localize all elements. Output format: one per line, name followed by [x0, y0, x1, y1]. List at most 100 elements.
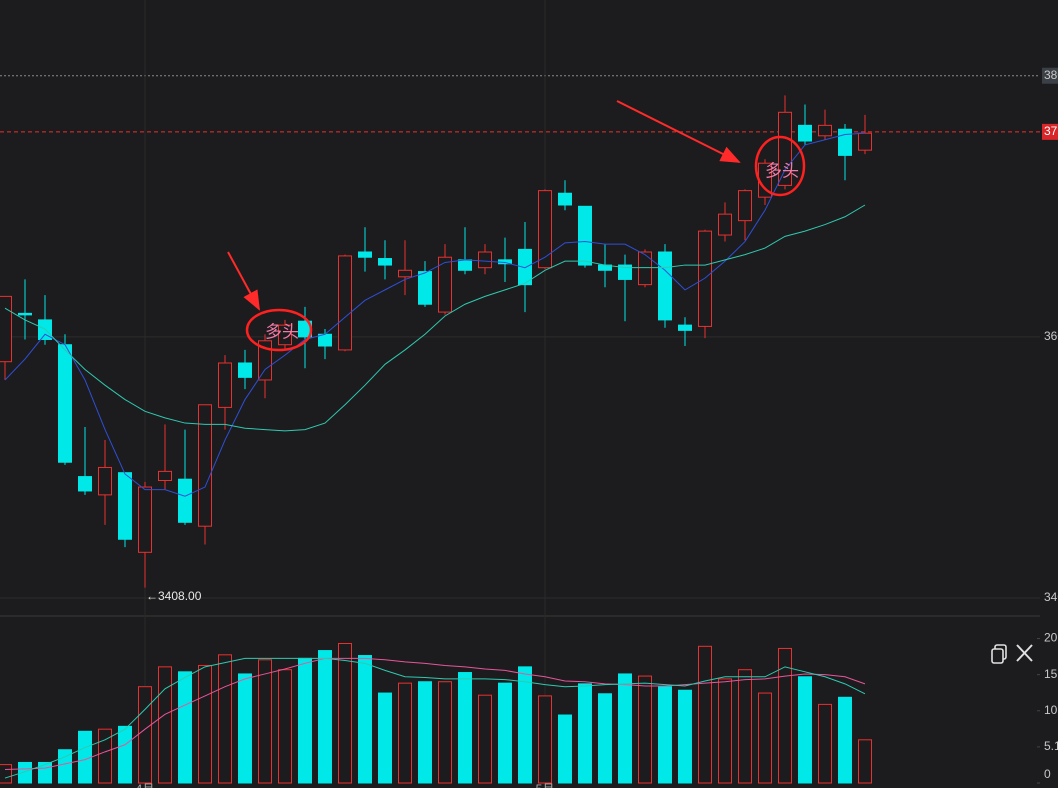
candle-body	[218, 362, 232, 408]
candle-body	[118, 472, 132, 540]
volume-bar	[178, 671, 192, 784]
candle-body	[718, 213, 732, 236]
annotation-text: 多头	[265, 322, 299, 341]
candle-body	[18, 312, 32, 316]
volume-bar	[378, 692, 392, 784]
volume-bar	[498, 682, 512, 784]
y-tick-label: 0	[1044, 767, 1051, 781]
moving-average	[4, 204, 866, 432]
volume-bar	[438, 681, 452, 784]
volume-bar	[758, 692, 772, 784]
volume-bar	[158, 666, 172, 784]
candle-body	[78, 476, 92, 492]
moving-average	[4, 132, 866, 497]
y-tick-label: 20.4	[1044, 631, 1058, 645]
volume-bar	[518, 666, 532, 784]
candle-body	[198, 404, 212, 527]
volume-bar	[738, 669, 752, 784]
candle-body	[558, 192, 572, 206]
volume-bar	[858, 739, 872, 784]
volume-bar	[698, 645, 712, 784]
candle-body	[398, 269, 412, 278]
y-tick-label: 3800	[1044, 68, 1058, 82]
candle-body	[478, 251, 492, 269]
candle-body	[818, 124, 832, 137]
candle-body	[0, 295, 12, 363]
volume-bar	[478, 694, 492, 784]
volume-bar	[398, 682, 412, 784]
candle-body	[678, 324, 692, 331]
candle-body	[838, 128, 852, 156]
volume-bar	[798, 676, 812, 784]
low-annotation: ←3408.00	[146, 589, 202, 603]
annotation-circle	[754, 135, 806, 197]
candle-body	[58, 344, 72, 463]
x-tick-label: 4月	[136, 782, 155, 788]
volume-bar	[38, 761, 52, 784]
volume-bar	[198, 664, 212, 784]
candle-body	[638, 251, 652, 286]
y-tick-label: 3400	[1044, 590, 1058, 604]
volume-bar	[598, 693, 612, 784]
candle-body	[698, 230, 712, 327]
volume-bar	[278, 669, 292, 784]
y-tick-bg	[1042, 67, 1058, 84]
volume-bar	[318, 650, 332, 784]
candle-body	[338, 255, 352, 351]
volume-bar	[838, 696, 852, 784]
annotation-circle	[245, 308, 313, 352]
close-icon[interactable]	[1016, 644, 1033, 662]
candle-body	[658, 251, 672, 321]
volume-bar	[238, 673, 252, 784]
candle-body	[858, 132, 872, 151]
candle-body	[158, 470, 172, 482]
volume-bar	[18, 761, 32, 784]
candle-body	[618, 264, 632, 280]
last-price-label: 3757	[1044, 124, 1058, 138]
volume-bar	[538, 695, 552, 784]
candle-body	[278, 324, 292, 346]
volume-moving-average	[4, 657, 866, 779]
candle-body	[578, 205, 592, 266]
annotation-arrow	[227, 251, 260, 311]
candle-body	[98, 466, 112, 496]
volume-bar	[418, 681, 432, 784]
candle-body	[418, 271, 432, 305]
volume-bar	[338, 642, 352, 784]
volume-bar	[558, 714, 572, 784]
candle-body	[538, 190, 552, 269]
volume-bar	[298, 657, 312, 784]
last-price-tag	[1042, 123, 1058, 140]
volume-bar	[718, 678, 732, 784]
y-tick-label: 5.1	[1044, 739, 1058, 753]
candle-body	[138, 486, 152, 553]
candle-body	[238, 362, 252, 378]
candle-body	[178, 478, 192, 523]
annotation-arrow	[616, 100, 741, 163]
volume-bar	[218, 654, 232, 784]
annotation-text: 多头	[765, 161, 799, 180]
candle-body	[518, 248, 532, 286]
volume-bar	[138, 686, 152, 784]
candle-body	[378, 258, 392, 266]
volume-bar	[0, 764, 12, 784]
y-tick-label: 15.3	[1044, 667, 1058, 681]
candle-body	[258, 340, 272, 381]
volume-bar	[678, 689, 692, 784]
y-tick-label: 10.2	[1044, 703, 1058, 717]
candle-body	[778, 111, 792, 186]
volume-bar	[578, 683, 592, 784]
copy-icon[interactable]	[991, 644, 1007, 664]
candle-body	[438, 256, 452, 313]
candle-body	[798, 124, 812, 142]
candle-body	[358, 251, 372, 258]
volume-bar	[658, 686, 672, 784]
candle-body	[318, 333, 332, 347]
volume-moving-average	[4, 657, 866, 771]
candle-body	[458, 259, 472, 271]
volume-bar	[638, 675, 652, 784]
candle-body	[738, 190, 752, 222]
